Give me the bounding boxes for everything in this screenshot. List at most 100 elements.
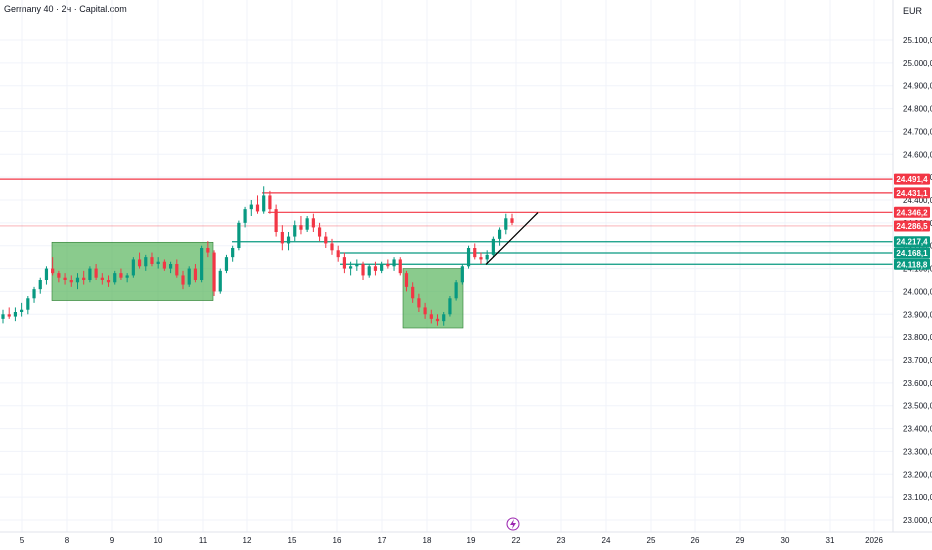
price-level-tag-label: 24.286,5 — [896, 222, 928, 231]
price-tick-label: 23.900,0 — [903, 310, 932, 319]
candle-body — [510, 218, 514, 223]
candle-body — [218, 270, 222, 292]
price-level-tag — [894, 258, 930, 270]
candle-body — [137, 259, 142, 267]
price-level-tag — [894, 236, 930, 248]
time-tick-label: 30 — [781, 536, 790, 545]
candle-body — [57, 273, 61, 278]
candle-body — [349, 266, 353, 269]
candle-body — [200, 248, 204, 280]
candle-body — [268, 195, 272, 210]
price-tick-label: 24.000,0 — [903, 287, 932, 296]
candle-body — [156, 261, 160, 264]
time-tick-label: 17 — [378, 536, 387, 545]
trendline — [485, 212, 539, 265]
candle-body — [286, 236, 291, 244]
price-tick-label: 23.500,0 — [903, 402, 932, 411]
candle-body — [311, 218, 315, 228]
candle-body — [380, 264, 384, 271]
candle-body — [100, 277, 104, 280]
candle-body — [162, 261, 166, 269]
time-tick-label: 12 — [243, 536, 252, 545]
price-tick-label: 23.000,0 — [903, 516, 932, 525]
candle-body — [336, 250, 340, 258]
time-tick-label: 2026 — [865, 536, 883, 545]
candle-body — [26, 298, 30, 310]
candle-body — [168, 264, 173, 269]
price-tick-label: 25.000,0 — [903, 59, 932, 68]
price-level-tag-label: 24.431,1 — [896, 189, 928, 198]
time-tick-label: 26 — [691, 536, 700, 545]
price-tick-label: 24.700,0 — [903, 127, 932, 136]
price-tick-label: 23.300,0 — [903, 447, 932, 456]
candle-body — [473, 248, 477, 258]
price-level-tag — [894, 206, 930, 218]
candle-body — [479, 257, 483, 260]
candle-body — [231, 248, 235, 258]
price-level-tag-label: 24.217,4 — [896, 238, 928, 247]
candle-body — [361, 264, 365, 276]
candle-body — [448, 298, 452, 315]
time-tick-label: 11 — [199, 536, 208, 545]
candle-body — [411, 286, 415, 299]
chart-title: Germany 40 · 2ч · Capital.com — [4, 4, 127, 14]
price-tick-label: 24.900,0 — [903, 82, 932, 91]
candle-body — [342, 257, 347, 269]
price-tick-label: 23.700,0 — [903, 356, 932, 365]
candle-body — [113, 273, 117, 283]
price-level-tag-label: 24.346,2 — [896, 208, 928, 217]
demand-zone — [51, 241, 214, 301]
time-tick-label: 22 — [512, 536, 521, 545]
candle-body — [131, 259, 135, 276]
candle-body — [38, 280, 42, 290]
lightning-icon[interactable] — [506, 517, 520, 531]
candle-body — [88, 268, 92, 280]
candle-body — [491, 238, 495, 255]
price-levels — [0, 178, 893, 265]
candle-body — [243, 209, 247, 223]
candle-body — [255, 204, 260, 212]
candle-body — [119, 273, 123, 278]
candle-body — [504, 218, 508, 230]
price-level-tag — [894, 173, 930, 185]
time-axis: 5 8 9 10 11 12 15 16 17 18 19 22 23 24 25 26 29 30 31 2026 — [20, 536, 884, 545]
time-tick-label: 10 — [154, 536, 163, 545]
price-tick-label: 23.600,0 — [903, 379, 932, 388]
time-tick-label: 9 — [110, 536, 115, 545]
candles — [1, 186, 514, 326]
candle-body — [237, 222, 241, 248]
candle-body — [485, 254, 489, 260]
currency-label[interactable]: EUR — [903, 6, 923, 16]
candle-body — [460, 266, 464, 283]
candle-body — [187, 268, 191, 285]
candle-body — [330, 243, 334, 251]
candle-body — [497, 229, 502, 239]
candle-body — [423, 307, 427, 315]
candle-body — [392, 259, 396, 267]
candle-body — [305, 218, 309, 230]
candle-body — [44, 268, 49, 280]
candle-body — [435, 318, 440, 322]
price-tick-label: 24.800,0 — [903, 105, 932, 114]
time-tick-label: 5 — [20, 536, 25, 545]
candle-body — [106, 280, 111, 283]
time-tick-label: 23 — [557, 536, 566, 545]
price-tick-label: 23.400,0 — [903, 425, 932, 434]
candle-body — [417, 298, 421, 308]
candle-body — [373, 266, 378, 271]
candle-body — [206, 248, 210, 253]
candle-body — [454, 282, 458, 299]
candle-body — [69, 280, 73, 283]
price-tick-label: 23.800,0 — [903, 333, 932, 342]
price-tick-label: 23.100,0 — [903, 493, 932, 502]
candle-body — [193, 268, 198, 280]
time-tick-label: 19 — [467, 536, 476, 545]
price-level-tag — [894, 187, 930, 199]
price-level-tag-label: 24.118,8 — [897, 260, 928, 269]
candle-body — [1, 314, 5, 319]
price-tick-label: 25.100,0 — [903, 36, 932, 45]
price-tags: 24.491,4 24.431,1 24.346,2 24.286,5 24.217,4… — [894, 173, 930, 270]
candle-body — [63, 277, 67, 280]
price-tick-label: 23.200,0 — [903, 470, 932, 479]
